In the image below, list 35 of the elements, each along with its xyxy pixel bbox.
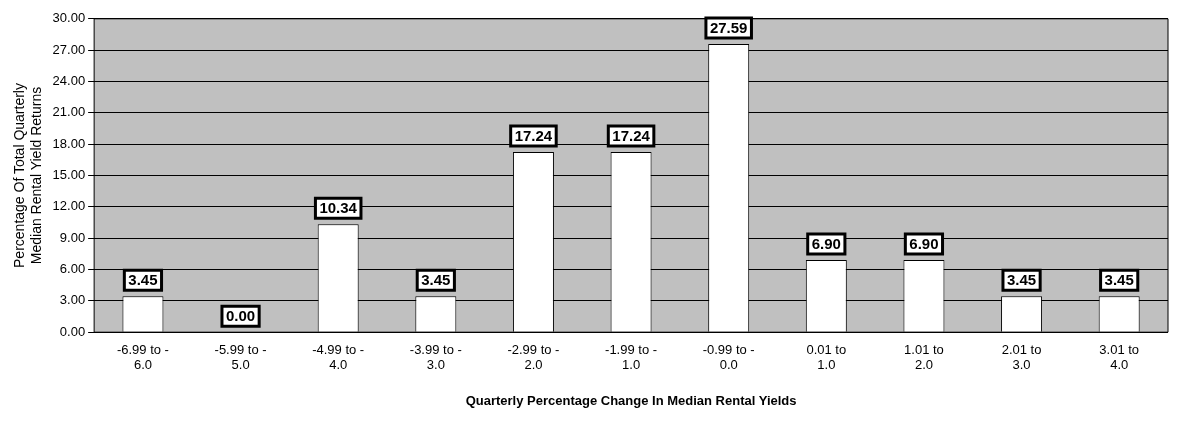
data-label: 6.90 — [909, 235, 939, 253]
y-tick-label: 30.00 — [52, 10, 86, 26]
data-label: 3.45 — [421, 271, 451, 289]
data-label: 17.24 — [514, 127, 553, 145]
y-tick-label: 27.00 — [52, 41, 86, 57]
y-tick-label: 21.00 — [52, 104, 86, 120]
data-label: 0.00 — [225, 307, 256, 325]
y-tick-label: 12.00 — [52, 198, 86, 214]
data-label: 3.45 — [1104, 271, 1134, 289]
x-tick-label: -1.99 to - 1.0 — [605, 341, 658, 373]
x-tick-label: -5.99 to - 5.0 — [214, 341, 267, 373]
x-tick-label: -3.99 to - 3.0 — [409, 341, 462, 373]
data-label: 17.24 — [612, 127, 651, 145]
x-tick-label: -4.99 to - 4.0 — [312, 341, 365, 373]
y-axis-title: Percentage Of Total Quarterly Median Rental Yield Returns — [11, 83, 45, 268]
data-label: 27.59 — [709, 19, 748, 37]
x-tick-label: 3.01 to 4.0 — [1099, 341, 1140, 373]
data-label: 10.34 — [319, 199, 358, 217]
x-tick-label: -6.99 to - 6.0 — [116, 341, 169, 373]
x-tick-label: 0.01 to 1.0 — [806, 341, 847, 373]
x-tick-label: 1.01 to 2.0 — [904, 341, 944, 373]
data-label: 3.45 — [1006, 271, 1037, 289]
y-tick-label: 0.00 — [59, 323, 86, 339]
x-tick-label: -2.99 to - 2.0 — [507, 341, 560, 373]
x-tick-label: -0.99 to - 0.0 — [702, 341, 755, 373]
y-tick-label: 9.00 — [59, 229, 86, 245]
x-axis-title: Quarterly Percentage Change In Median Rental Yields — [465, 392, 797, 408]
y-tick-label: 6.00 — [59, 261, 86, 277]
y-tick-label: 3.00 — [59, 292, 86, 308]
y-tick-label: 15.00 — [52, 167, 86, 183]
y-tick-label: 18.00 — [52, 135, 86, 151]
data-label: 6.90 — [811, 235, 841, 253]
y-tick-label: 24.00 — [52, 73, 86, 89]
x-tick-label: 2.01 to 3.0 — [1001, 341, 1042, 373]
data-label: 3.45 — [128, 271, 158, 289]
